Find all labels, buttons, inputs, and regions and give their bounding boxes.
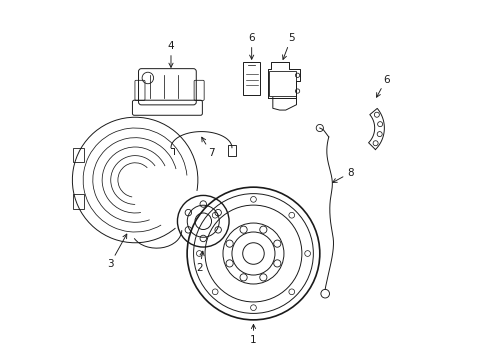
Text: 6: 6 <box>376 75 388 97</box>
Text: 4: 4 <box>167 41 174 67</box>
Text: 6: 6 <box>248 33 254 59</box>
Text: 8: 8 <box>332 168 353 183</box>
Text: 7: 7 <box>202 137 214 158</box>
Text: 1: 1 <box>250 324 256 345</box>
Text: 3: 3 <box>106 234 126 269</box>
Text: 2: 2 <box>196 251 203 273</box>
Text: 5: 5 <box>282 33 294 59</box>
